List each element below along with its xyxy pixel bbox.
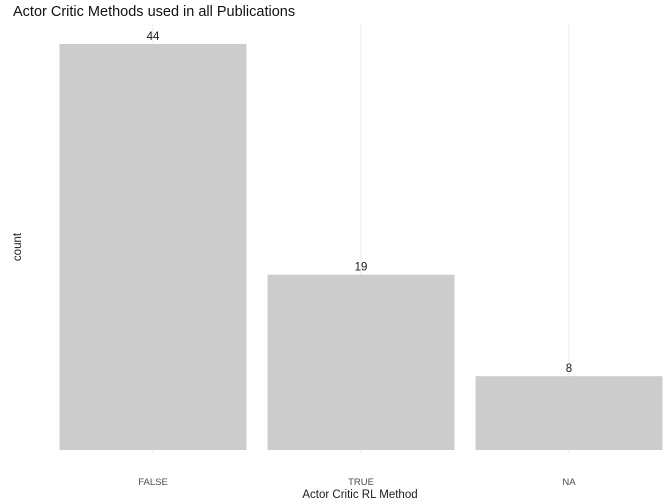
y-axis-title: count [12,232,24,261]
bar-na [475,376,663,450]
x-tick-label-true: TRUE [348,477,374,488]
x-axis-title: Actor Critic RL Method [302,489,417,501]
data-label-false: 44 [147,31,160,43]
bars [59,44,663,450]
chart-title: Actor Critic Methods used in all Publica… [13,4,296,20]
data-label-na: 8 [566,363,572,375]
x-tick-label-na: NA [562,477,576,488]
x-tick-label-false: FALSE [138,477,168,488]
bar-true [267,274,455,450]
data-label-true: 19 [355,262,368,274]
data-labels: 44 19 8 [147,31,573,375]
bar-false [59,44,247,450]
x-tick-labels: FALSE TRUE NA [138,477,576,488]
